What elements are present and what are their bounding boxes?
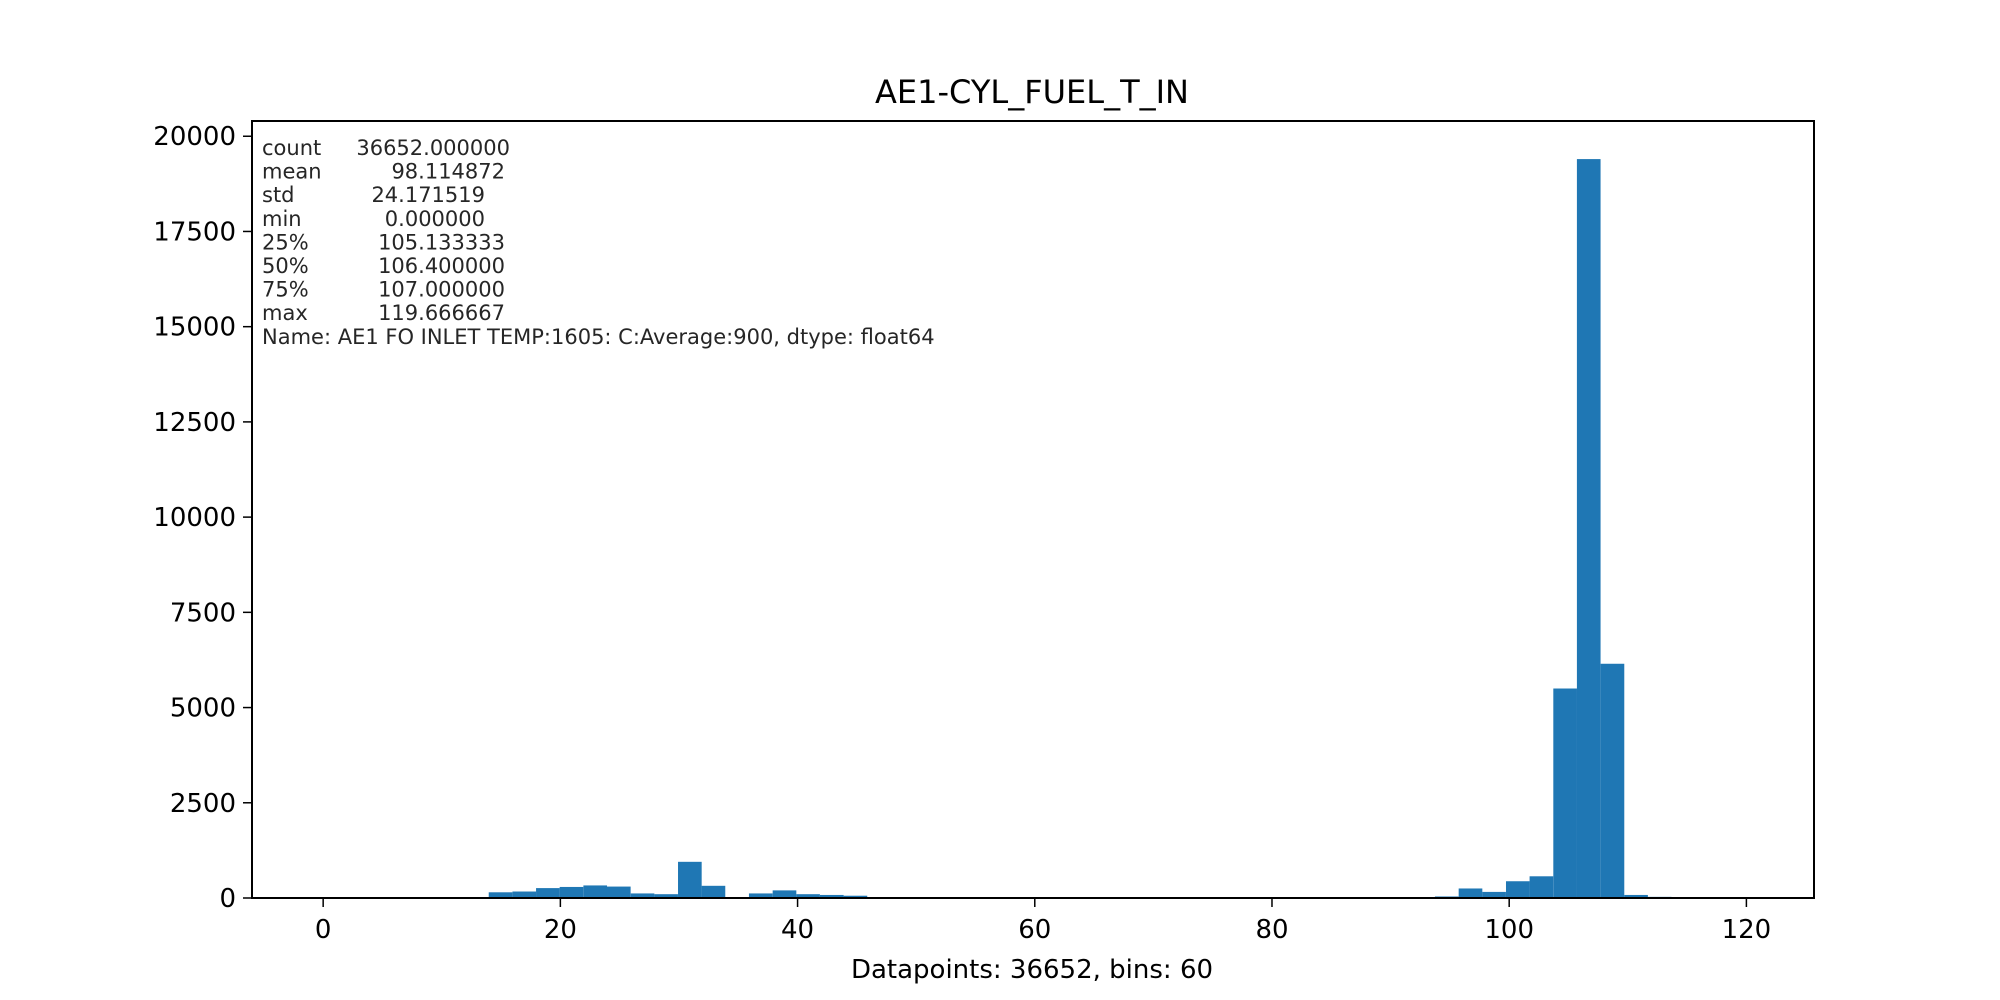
histogram-bar [1458, 888, 1483, 898]
stats-value: 105.133333 [378, 230, 505, 254]
histogram-bar [536, 888, 560, 898]
histogram-bar [1553, 688, 1577, 898]
stats-value: 119.666667 [378, 301, 505, 325]
stats-name: min [262, 207, 302, 231]
histogram-bar [606, 886, 631, 898]
x-tick-label: 100 [1484, 915, 1534, 945]
stats-name: std [262, 183, 295, 207]
ticks-layer: 0 20 40 60 80 100 120 0 2500 5000 7500 10000 12500 15… [153, 122, 1771, 945]
stats-value: 106.400000 [378, 254, 505, 278]
stats-name: mean [262, 160, 322, 184]
y-tick-label: 15000 [153, 313, 236, 343]
histogram-bar [819, 894, 844, 898]
histogram-bar [1624, 894, 1648, 898]
y-tick-label: 12500 [153, 408, 236, 438]
histogram-bar [654, 894, 678, 898]
x-tick-label: 80 [1255, 915, 1288, 945]
stats-name: 75% [262, 278, 309, 302]
histogram-bar [1482, 891, 1506, 898]
stats-name: count [262, 136, 321, 160]
histogram-bar [748, 893, 773, 898]
stats-footer: Name: AE1 FO INLET TEMP:1605: C:Average:… [262, 325, 935, 349]
histogram-bar [1576, 159, 1601, 899]
stats-box: count 36652.000000 mean 98.114872 std 24.1715… [262, 136, 935, 349]
stats-name: max [262, 301, 308, 325]
x-tick-label: 60 [1018, 915, 1051, 945]
histogram-bar [796, 894, 820, 898]
histogram-bar [678, 861, 702, 898]
y-tick-label: 20000 [153, 122, 236, 152]
histogram-bar [1505, 881, 1530, 898]
y-tick-label: 10000 [153, 503, 236, 533]
histogram-bar [1529, 876, 1554, 898]
histogram-bar [1600, 663, 1625, 898]
stats-value: 98.114872 [391, 160, 505, 184]
stats-value: 24.171519 [371, 183, 485, 207]
y-tick-label: 17500 [153, 217, 236, 247]
stats-name: 25% [262, 230, 309, 254]
plot-frame [251, 120, 1815, 899]
histogram-bar [583, 885, 608, 898]
histogram-bar [559, 886, 584, 898]
histogram-bar [488, 892, 513, 898]
x-tick-label: 40 [781, 915, 814, 945]
stats-value: 36652.000000 [356, 136, 510, 160]
y-tick-label: 5000 [170, 694, 236, 724]
x-tick-label: 20 [544, 915, 577, 945]
x-tick-label: 120 [1722, 915, 1772, 945]
histogram-bar [843, 895, 868, 898]
histogram-bar [630, 893, 655, 898]
y-tick-label: 7500 [170, 598, 236, 628]
histogram-bar [512, 891, 537, 898]
histogram-bar [701, 885, 726, 898]
histogram-bar [772, 890, 797, 898]
x-axis-label: Datapoints: 36652, bins: 60 [851, 955, 1213, 985]
y-tick-label: 0 [219, 884, 236, 914]
stats-value: 107.000000 [378, 278, 505, 302]
stats-name: 50% [262, 254, 309, 278]
x-tick-label: 0 [315, 915, 332, 945]
stats-value: 0.000000 [385, 207, 485, 231]
y-tick-label: 2500 [170, 789, 236, 819]
chart-title: AE1-CYL_FUEL_T_IN [875, 73, 1189, 111]
